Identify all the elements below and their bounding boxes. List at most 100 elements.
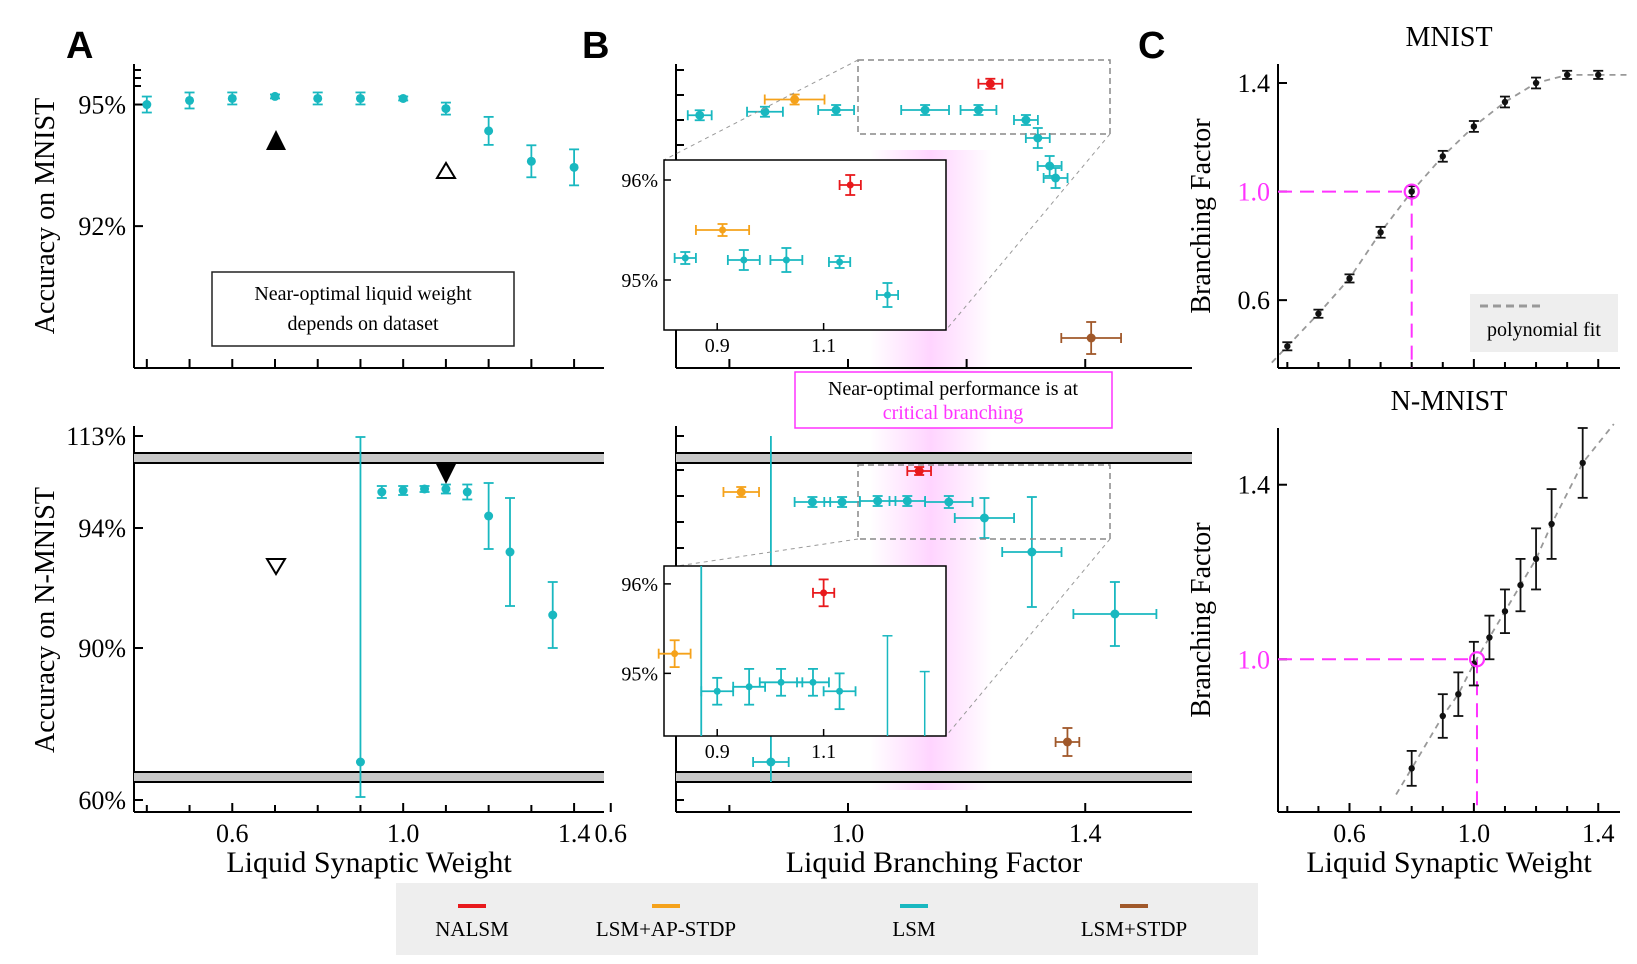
b-top-inset-ap_stdp-point: [719, 226, 727, 234]
b-top-inset-xtick-label: 0.9: [705, 335, 730, 357]
b-top-inset-frame: [663, 159, 947, 331]
a-bottom-xtick-label: 0.6: [216, 819, 249, 848]
c-bottom-ytick-label: 1.4: [1238, 471, 1271, 500]
b-bottom-inset-xtick-label: 0.9: [705, 741, 730, 763]
legend-label-1: LSM+AP-STDP: [596, 917, 736, 941]
b-bottom-inset-xtick-label: 1.1: [811, 741, 836, 763]
axis-break-band: [134, 453, 604, 463]
b-bottom-lsm-point: [902, 496, 912, 506]
a-bottom-lsm-point: [398, 486, 408, 495]
c-bottom-polynomial-fit: [1395, 423, 1615, 795]
c-top-point: [1377, 229, 1384, 236]
c-top-point: [1563, 71, 1571, 79]
dataset-annotation-box: [211, 271, 515, 347]
critical-annotation: Near-optimal performance is at critical …: [794, 371, 1113, 429]
b-bottom-inset-ap_stdp-point: [671, 650, 679, 658]
b-top-lsm-point: [1033, 133, 1043, 143]
c-bottom-critical-marker: [1468, 651, 1486, 668]
a-top-lsm-point: [398, 93, 408, 103]
a-top-lsm-point: [313, 93, 323, 103]
a-bottom-ytick-label: 94%: [78, 514, 126, 543]
b-top-inset-xtick-label: 1.1: [811, 335, 836, 357]
legend-label-3: LSM+STDP: [1081, 917, 1187, 941]
b-bottom-zoom-connector: [663, 538, 859, 569]
c-bottom-xtick-label: 0.6: [1333, 819, 1366, 848]
axis-break-band: [134, 772, 604, 782]
a-bottom-ytick-label: 90%: [78, 634, 126, 663]
c-bottom-point: [1439, 712, 1446, 720]
dataset-annotation-line2: depends on dataset: [287, 313, 439, 335]
b-bottom-inset-lsm-point: [713, 687, 721, 695]
b-top-lsm-point: [760, 107, 770, 117]
c-bottom-ylabel: Branching Factor: [1186, 522, 1217, 718]
b-bottom-inset-nalsm-point: [820, 589, 828, 597]
a-top-lsm-point: [270, 91, 280, 101]
panel-label-c: C: [1138, 25, 1165, 67]
b-top-inset-lsm-point: [782, 256, 790, 264]
b-bottom-xtick-label: 1.0: [832, 819, 865, 848]
c-top-ytick-label: 1.4: [1238, 69, 1271, 98]
a-top-lsm-point: [227, 93, 237, 103]
a-top-lsm-point: [484, 126, 494, 136]
b-top-zoom-connector: [945, 133, 1111, 331]
a-top-lsm-point: [526, 156, 536, 166]
b-top-stdp-point: [1086, 333, 1096, 343]
a-bottom-lsm-point: [505, 547, 515, 557]
a-bottom-xtick-label: 1.4: [558, 819, 591, 848]
critical-annotation-line1: Near-optimal performance is at: [828, 378, 1078, 400]
b-bottom-ap_stdp-point: [736, 487, 746, 497]
c-top-point: [1346, 275, 1353, 282]
arrow-mnist-up-marker: [435, 161, 457, 179]
b-top-lsm-point: [1051, 173, 1061, 183]
c-bottom-xtick-label: 1.4: [1582, 819, 1615, 848]
legend: NALSM LSM+AP-STDP LSM LSM+STDP: [396, 883, 1258, 955]
a-top-lsm-point: [185, 95, 195, 105]
c-top-ylabel: Branching Factor: [1186, 118, 1217, 314]
b-top-lsm-point: [1021, 115, 1031, 125]
c-bottom-point: [1532, 555, 1540, 563]
a-bottom-lsm-point: [441, 484, 451, 494]
c-bottom-title: N-MNIST: [1391, 386, 1508, 417]
c-bottom-ytick-label: 1.0: [1238, 645, 1271, 674]
a-top-ytick-label: 92%: [78, 212, 126, 241]
c-bottom-point: [1455, 690, 1462, 698]
legend-label-2: LSM: [892, 917, 936, 941]
b-bottom-lsm-point: [1110, 609, 1120, 619]
b-bottom-inset-lsm-point: [777, 678, 785, 686]
a-top-lsm-point: [569, 162, 579, 172]
b-bottom-lsm-point: [1027, 547, 1037, 557]
b-bottom-inset-lsm-point: [745, 683, 753, 691]
c-top-critical-marker: [1403, 183, 1420, 200]
b-bottom-lsm-point: [979, 513, 989, 523]
b-top-ap_stdp-point: [790, 95, 800, 104]
b-bottom-lsm-point: [944, 497, 954, 507]
b-bottom-inset-lsm-point: [809, 678, 817, 686]
axis-break-band: [676, 772, 1192, 782]
a-bottom-xlabel: Liquid Synaptic Weight: [226, 846, 512, 879]
b-top-inset-ytick-label: 96%: [621, 170, 658, 192]
c-bottom-point: [1579, 459, 1586, 467]
b-bottom-zoom-box: [857, 464, 1111, 540]
c-top-fit-legend-label: polynomial fit: [1487, 319, 1601, 341]
b-top-inset-lsm-point: [681, 254, 689, 262]
b-top-zoom-box: [857, 59, 1111, 135]
b-bottom-nalsm-point: [914, 466, 924, 476]
panel-label-a: A: [66, 25, 93, 67]
arrow-nmnist-down-marker: [265, 558, 287, 576]
c-top-ytick-label: 1.0: [1238, 178, 1271, 207]
b-top-inset-nalsm-point: [846, 181, 854, 189]
a-bottom-ylabel: Accuracy on N-MNIST: [30, 487, 61, 753]
a-top-lsm-point: [142, 100, 152, 110]
c-top-point: [1284, 343, 1291, 350]
b-bottom-lsm-point: [766, 757, 776, 767]
a-bottom-xtick-label: 1.0: [387, 819, 420, 848]
b-bottom-inset-ytick-label: 96%: [621, 574, 658, 596]
a-bottom-ytick-label: 113%: [66, 422, 126, 451]
a-bottom-ytick-label: 60%: [78, 786, 126, 815]
b-top-lsm-point: [1045, 161, 1055, 171]
a-bottom-lsm-point: [377, 487, 387, 497]
c-top-fit-legend-box: [1470, 294, 1618, 352]
a-top-ytick-label: 95%: [78, 91, 126, 120]
b-bottom-xlabel: Liquid Branching Factor: [786, 846, 1083, 879]
b-top-inset-lsm-point: [883, 291, 891, 299]
